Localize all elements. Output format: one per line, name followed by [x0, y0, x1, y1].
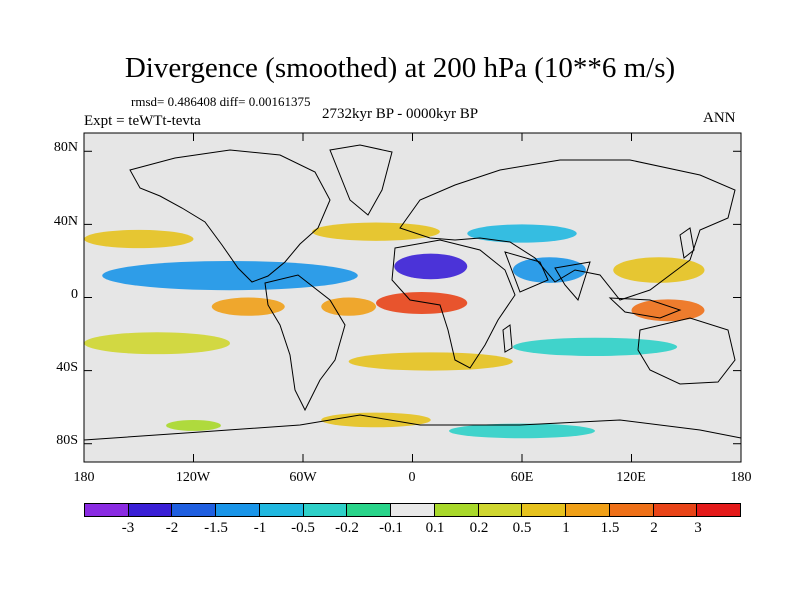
colorbar-box	[434, 504, 479, 516]
period-label: 2732kyr BP - 0000kyr BP	[322, 106, 479, 122]
contour-region	[631, 299, 705, 322]
colorbar-label: 0.2	[469, 520, 489, 536]
season-label: ANN	[703, 110, 736, 126]
colorbar-label: -2	[165, 520, 179, 536]
coast-arabia	[504, 251, 549, 293]
coast-south-america	[264, 274, 346, 412]
coast-north-america	[129, 149, 331, 283]
contour-region	[376, 292, 468, 314]
colorbar	[84, 503, 741, 517]
coastlines	[83, 144, 742, 441]
colorbar-box	[522, 504, 567, 516]
stats-text: rmsd= 0.486408 diff= 0.00161375	[131, 94, 311, 109]
contour-region	[467, 224, 577, 243]
map-title: Divergence (smoothed) at 200 hPa (10**6 …	[124, 52, 676, 84]
contour-region	[84, 332, 230, 355]
x-tick-label: 60W	[289, 470, 317, 485]
colorbar-label: 1	[562, 520, 570, 536]
coast-madagascar	[502, 324, 513, 353]
colorbar-box	[172, 504, 217, 516]
x-tick-label: 60E	[510, 470, 534, 485]
colorbar-box	[85, 504, 129, 516]
colorbar-label: -3	[121, 520, 135, 536]
colorbar-label: -0.2	[335, 520, 359, 536]
colorbar-box	[347, 504, 392, 516]
y-tick-label: 40N	[53, 214, 78, 229]
x-tick-label: 180	[730, 470, 752, 485]
colorbar-label: 2	[650, 520, 658, 536]
contour-region	[512, 257, 586, 283]
coast-africa	[391, 239, 516, 369]
contour-region	[166, 419, 221, 431]
colorbar-label: -1	[253, 520, 267, 536]
colorbar-box	[609, 504, 654, 516]
y-tick-label: 80S	[56, 433, 78, 448]
colorbar-box	[128, 504, 173, 516]
coast-australia	[637, 317, 736, 385]
contour-region	[321, 297, 376, 316]
contour-region	[321, 412, 431, 428]
coast-india	[554, 261, 591, 302]
contour-region	[348, 352, 513, 371]
x-tick-label: 0	[408, 470, 416, 485]
colorbar-label: 0.1	[425, 520, 445, 536]
axis-ticks	[83, 133, 742, 462]
x-tick-label: 180	[73, 470, 95, 485]
x-tick-label: 120W	[175, 470, 211, 485]
y-tick-label: 80N	[53, 140, 78, 155]
colorbar-box	[653, 504, 698, 516]
contour-region	[211, 297, 285, 316]
colorbar-label: 3	[694, 520, 702, 536]
contour-region	[449, 423, 595, 439]
coast-indonesia	[608, 297, 682, 319]
colorbar-box	[566, 504, 610, 516]
contour-region	[394, 253, 468, 280]
coast-greenland	[329, 144, 393, 216]
contour-region	[84, 229, 194, 249]
experiment-label: Expt = teWTt-tevta	[84, 113, 201, 129]
coast-antarctica	[83, 414, 742, 441]
colorbar-box	[478, 504, 523, 516]
colorbar-box	[697, 504, 741, 516]
colorbar-label: -1.5	[204, 520, 228, 536]
colorbar-label: -0.5	[291, 520, 315, 536]
contour-region	[613, 257, 705, 283]
coast-eurasia	[399, 159, 736, 301]
colorbar-label: -0.1	[379, 520, 403, 536]
x-tick-label: 120E	[616, 470, 646, 485]
contour-region	[512, 337, 678, 356]
y-tick-label: 0	[71, 287, 78, 302]
coast-japan	[679, 227, 695, 259]
colorbar-label: 0.5	[512, 520, 532, 536]
colorbar-box	[303, 504, 348, 516]
colorbar-box	[391, 504, 435, 516]
colorbar-box	[216, 504, 260, 516]
contour-region	[312, 222, 440, 241]
colorbar-label: 1.5	[600, 520, 620, 536]
y-tick-label: 40S	[56, 360, 78, 375]
contour-region	[102, 260, 358, 291]
colorbar-box	[259, 504, 304, 516]
